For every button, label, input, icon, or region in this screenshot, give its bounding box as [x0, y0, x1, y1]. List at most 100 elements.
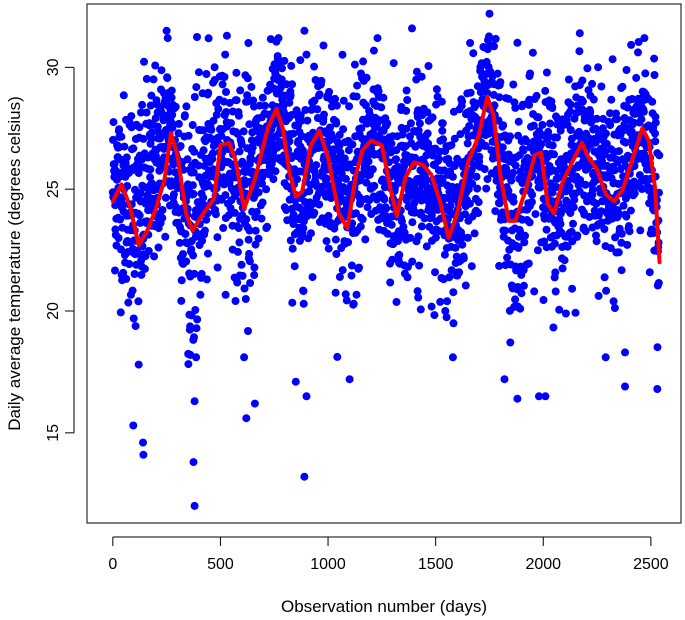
- data-point: [519, 281, 528, 290]
- data-point: [623, 103, 632, 112]
- y-tick-label: 15: [45, 424, 62, 442]
- data-point: [353, 81, 362, 90]
- data-point: [640, 149, 648, 158]
- data-point: [544, 132, 553, 141]
- data-point: [382, 204, 391, 213]
- data-point: [114, 234, 123, 242]
- data-point: [286, 91, 295, 100]
- data-point: [139, 134, 148, 143]
- data-point: [191, 306, 200, 314]
- data-point: [125, 260, 134, 268]
- data-point: [602, 286, 611, 295]
- data-point: [528, 190, 537, 199]
- data-point: [553, 120, 562, 129]
- data-point: [202, 275, 211, 284]
- data-point: [116, 215, 125, 224]
- data-point: [359, 57, 368, 66]
- data-point: [500, 375, 509, 384]
- data-point: [157, 66, 166, 75]
- data-point: [171, 102, 180, 111]
- data-point: [258, 93, 267, 102]
- data-point: [463, 139, 472, 148]
- data-point: [240, 284, 249, 293]
- data-point: [128, 286, 137, 295]
- data-point: [148, 128, 157, 137]
- data-point: [637, 115, 646, 124]
- data-point: [140, 57, 148, 66]
- data-point: [474, 209, 483, 217]
- data-point: [276, 141, 285, 150]
- data-point: [417, 72, 426, 81]
- data-point: [213, 263, 222, 272]
- data-point: [235, 147, 244, 156]
- data-point: [387, 220, 396, 229]
- data-point: [194, 68, 203, 77]
- data-point: [247, 82, 256, 91]
- data-point: [415, 119, 424, 128]
- data-point: [305, 187, 314, 196]
- data-point: [188, 121, 197, 129]
- data-point: [566, 107, 575, 116]
- data-point: [158, 206, 167, 214]
- data-point: [227, 119, 235, 128]
- data-point: [641, 69, 650, 78]
- data-point: [509, 80, 518, 89]
- data-point: [468, 179, 477, 188]
- data-point: [592, 199, 601, 208]
- data-point: [244, 327, 252, 335]
- data-point: [622, 212, 631, 221]
- data-point: [280, 56, 289, 65]
- data-point: [269, 175, 278, 184]
- data-point: [481, 141, 490, 150]
- data-point: [315, 200, 324, 209]
- data-point: [189, 251, 198, 260]
- data-point: [563, 242, 572, 251]
- data-point: [320, 110, 328, 119]
- data-point: [111, 266, 119, 275]
- data-point: [299, 224, 308, 233]
- data-point: [399, 222, 408, 231]
- data-point: [177, 276, 186, 285]
- data-point: [197, 269, 206, 278]
- data-point: [335, 272, 344, 281]
- data-point: [194, 161, 203, 170]
- data-point: [533, 246, 542, 255]
- data-point: [422, 176, 431, 185]
- data-point: [504, 94, 513, 103]
- data-point: [525, 218, 534, 227]
- data-point: [513, 283, 522, 291]
- data-point: [436, 297, 445, 306]
- data-point: [213, 233, 222, 242]
- data-point: [617, 266, 626, 275]
- data-point: [202, 70, 211, 78]
- data-point: [606, 244, 615, 253]
- data-point: [508, 168, 517, 177]
- data-point: [352, 92, 361, 101]
- data-point: [168, 123, 177, 132]
- data-point: [288, 298, 297, 307]
- data-point: [537, 140, 546, 149]
- data-point: [651, 129, 659, 138]
- data-point: [328, 133, 337, 142]
- data-point: [175, 238, 184, 247]
- data-point: [509, 197, 518, 206]
- data-point: [403, 273, 412, 282]
- data-point: [516, 227, 524, 236]
- data-point: [653, 343, 662, 352]
- data-point: [568, 284, 577, 293]
- data-point: [369, 46, 378, 55]
- data-point: [461, 210, 470, 219]
- data-point: [575, 47, 584, 56]
- data-point: [332, 101, 341, 110]
- data-point: [257, 214, 266, 223]
- data-point: [424, 62, 433, 70]
- data-point: [531, 210, 540, 219]
- data-point: [465, 122, 474, 130]
- data-point: [129, 314, 138, 323]
- data-point: [169, 190, 178, 199]
- data-point: [506, 132, 515, 141]
- data-point: [345, 375, 354, 384]
- data-point: [338, 266, 347, 275]
- data-point: [135, 123, 144, 132]
- data-point: [181, 230, 190, 238]
